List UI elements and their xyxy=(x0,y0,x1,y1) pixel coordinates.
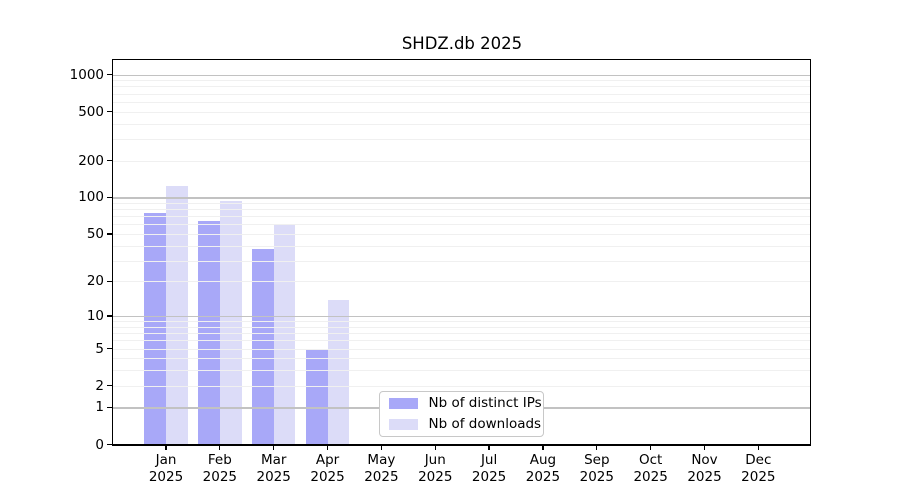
gridline-minor xyxy=(113,216,810,218)
x-tick-mark xyxy=(434,445,436,450)
gridline-minor xyxy=(113,224,810,226)
bar-distinct-ips-feb xyxy=(198,220,220,445)
gridline-minor xyxy=(113,385,810,387)
gridline-minor xyxy=(113,260,810,262)
y-tick-mark xyxy=(107,443,112,446)
y-tick-label: 500 xyxy=(78,103,104,120)
gridline-minor xyxy=(113,370,810,372)
y-tick-mark xyxy=(107,73,112,76)
y-tick-label: 0 xyxy=(95,436,104,453)
legend-label-downloads: Nb of downloads xyxy=(428,416,542,433)
gridline-minor xyxy=(113,80,810,82)
gridline-major xyxy=(113,74,810,76)
x-tick-label: Aug 2025 xyxy=(525,452,561,485)
gridline-minor xyxy=(113,358,810,360)
gridline-minor xyxy=(113,340,810,342)
x-tick-label: Apr 2025 xyxy=(310,452,345,485)
x-tick-label: Jun 2025 xyxy=(418,452,453,485)
y-tick-label: 1 xyxy=(95,399,104,416)
axis-spine-right xyxy=(810,59,812,446)
bar-downloads-feb xyxy=(219,200,242,445)
y-tick-label: 1000 xyxy=(69,66,104,83)
gridline-minor xyxy=(113,326,810,328)
y-tick-mark xyxy=(107,406,112,409)
y-tick-label: 10 xyxy=(86,308,104,325)
x-tick-label: Oct 2025 xyxy=(633,452,668,485)
gridline-minor xyxy=(113,321,810,323)
y-tick-mark xyxy=(107,159,112,162)
gridline-minor xyxy=(113,93,810,95)
gridline-minor xyxy=(113,101,810,103)
gridline-major xyxy=(113,316,810,318)
bar-distinct-ips-jan xyxy=(144,213,166,445)
y-tick-label: 200 xyxy=(78,152,104,169)
bar-downloads-jan xyxy=(166,186,188,445)
gridline-minor xyxy=(113,245,810,247)
chart-title: SHDZ.db 2025 xyxy=(401,34,523,53)
axis-spine-left xyxy=(111,59,113,446)
y-tick-label: 100 xyxy=(78,189,104,206)
axis-spine-top xyxy=(111,59,812,61)
x-tick-label: Nov 2025 xyxy=(687,452,722,485)
axis-spine-bottom xyxy=(111,444,812,446)
legend-item-distinct-ips: Nb of distinct IPs xyxy=(388,394,543,412)
y-tick-label: 5 xyxy=(95,340,104,357)
x-tick-label: Feb 2025 xyxy=(202,452,238,485)
x-tick-label: Sep 2025 xyxy=(579,452,614,485)
y-tick-mark xyxy=(107,347,112,350)
gridline-minor xyxy=(113,209,810,211)
y-tick-mark xyxy=(107,280,112,283)
legend: Nb of distinct IPs Nb of downloads xyxy=(378,390,544,437)
gridline-minor xyxy=(113,202,810,204)
legend-label-distinct-ips: Nb of distinct IPs xyxy=(428,395,542,412)
gridline-minor xyxy=(113,233,810,235)
x-tick-label: Mar 2025 xyxy=(256,452,291,485)
gridline-minor xyxy=(113,281,810,283)
y-tick-label: 50 xyxy=(86,225,104,242)
x-tick-label: Jan 2025 xyxy=(148,452,184,485)
legend-swatch-downloads-icon xyxy=(388,419,418,430)
x-tick-label: May 2025 xyxy=(364,452,399,485)
x-tick-label: Dec 2025 xyxy=(741,452,776,485)
y-tick-label: 20 xyxy=(86,273,104,290)
gridline-minor xyxy=(113,348,810,350)
y-tick-mark xyxy=(107,385,112,387)
gridline-minor xyxy=(113,333,810,335)
y-tick-mark xyxy=(107,196,112,199)
gridline-minor xyxy=(113,160,810,162)
plot-area xyxy=(113,60,810,445)
x-tick-mark xyxy=(380,445,383,450)
x-tick-mark xyxy=(273,445,275,450)
y-tick-label: 2 xyxy=(95,377,104,394)
bar-distinct-ips-mar xyxy=(252,248,274,445)
legend-swatch-distinct-ips-icon xyxy=(388,398,418,409)
x-tick-mark xyxy=(650,445,652,450)
gridline-minor xyxy=(113,138,810,140)
y-tick-mark xyxy=(107,111,112,113)
y-tick-mark xyxy=(107,315,112,317)
gridline-minor xyxy=(113,86,810,88)
legend-item-downloads: Nb of downloads xyxy=(388,415,543,433)
gridline-major xyxy=(113,197,810,199)
x-tick-mark xyxy=(757,445,759,450)
gridline-minor xyxy=(113,111,810,113)
x-tick-mark xyxy=(596,445,598,450)
bar-downloads-mar xyxy=(273,224,296,445)
x-tick-mark xyxy=(219,445,221,450)
x-tick-mark xyxy=(703,445,706,450)
x-tick-mark xyxy=(542,445,544,450)
x-tick-label: Jul 2025 xyxy=(471,452,507,485)
bar-distinct-ips-apr xyxy=(305,349,328,445)
x-tick-mark xyxy=(326,445,329,450)
x-tick-mark xyxy=(488,445,490,450)
x-tick-mark xyxy=(165,445,167,450)
gridline-minor xyxy=(113,123,810,125)
y-tick-mark xyxy=(107,233,112,235)
